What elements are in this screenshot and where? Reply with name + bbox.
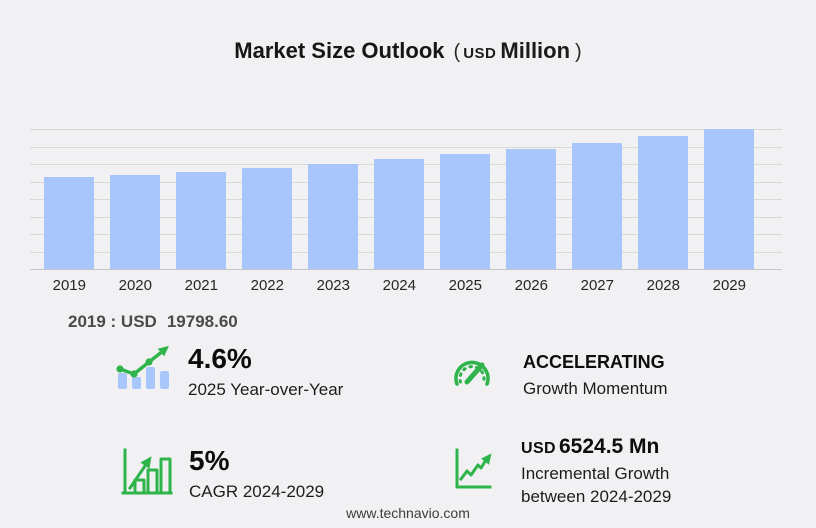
stat-incremental-currency: USD bbox=[521, 440, 556, 457]
trend-line-bars-icon bbox=[113, 344, 175, 397]
stat-text: 4.6% 2025 Year-over-Year bbox=[188, 343, 344, 401]
x-axis-label-2019: 2019 bbox=[52, 277, 86, 294]
website-url: www.technavio.com bbox=[346, 505, 470, 521]
bar-2025 bbox=[440, 154, 491, 269]
x-axis-label-2021: 2021 bbox=[184, 277, 218, 294]
bar-2029 bbox=[704, 129, 755, 269]
stat-text: 5% CAGR 2024-2029 bbox=[189, 445, 325, 503]
bar-2023 bbox=[308, 163, 359, 269]
stat-incremental-value: USD 6524.5 Mn bbox=[521, 434, 693, 459]
stat-yoy-growth: 4.6% 2025 Year-over-Year bbox=[113, 343, 344, 401]
stat-yoy-label: 2025 Year-over-Year bbox=[188, 379, 344, 399]
stat-cagr-label: CAGR 2024-2029 bbox=[189, 481, 325, 501]
stat-momentum-label: Growth Momentum bbox=[523, 378, 668, 398]
x-axis-label-2028: 2028 bbox=[646, 277, 680, 294]
stat-incremental-label: Incremental Growth between 2024-2029 bbox=[521, 464, 672, 506]
bar-2026 bbox=[506, 148, 557, 269]
stat-incremental-growth: USD 6524.5 Mn Incremental Growth between … bbox=[452, 434, 693, 508]
stat-momentum-value: ACCELERATING bbox=[523, 352, 665, 372]
labeled-value-amount: 19798.60 bbox=[166, 312, 238, 331]
stat-text: ACCELERATING Growth Momentum bbox=[523, 352, 668, 400]
labeled-value-2019: 2019 : USD 19798.60 bbox=[68, 312, 238, 332]
x-axis-label-2023: 2023 bbox=[316, 277, 350, 294]
gauge-icon bbox=[448, 352, 496, 395]
title-unit: Million bbox=[500, 38, 571, 63]
stat-incremental-amount: 6524.5 Mn bbox=[558, 435, 660, 458]
stat-yoy-value: 4.6% bbox=[188, 343, 252, 374]
gridline bbox=[30, 146, 782, 148]
x-axis-label-2027: 2027 bbox=[580, 277, 614, 294]
gridline bbox=[30, 129, 782, 130]
x-axis-label-2024: 2024 bbox=[382, 277, 416, 294]
page-title: Market Size Outlook (USD Million) bbox=[0, 38, 816, 64]
title-main: Market Size Outlook bbox=[234, 38, 445, 63]
bar-2021 bbox=[176, 171, 227, 269]
x-axis-label-2026: 2026 bbox=[514, 277, 548, 294]
bar-chart-growth-icon bbox=[118, 446, 176, 505]
stat-momentum: ACCELERATING Growth Momentum bbox=[448, 352, 668, 400]
x-axis-labels: 2019 2020 2021 2022 2023 2024 2025 2026 2027 2028… bbox=[30, 277, 782, 297]
stat-cagr: 5% CAGR 2024-2029 bbox=[118, 445, 325, 505]
bar-2019 bbox=[44, 177, 95, 269]
x-axis-label-2022: 2022 bbox=[250, 277, 284, 294]
axis-growth-arrow-icon bbox=[452, 447, 494, 496]
x-axis-label-2020: 2020 bbox=[118, 277, 152, 294]
x-axis-label-2029: 2029 bbox=[712, 277, 746, 294]
bar-chart-plot bbox=[30, 129, 782, 270]
bar-2027 bbox=[572, 142, 623, 269]
stat-text: USD 6524.5 Mn Incremental Growth between … bbox=[521, 434, 693, 508]
bar-2022 bbox=[242, 168, 293, 269]
title-unit-prefix: USD bbox=[463, 45, 497, 62]
bar-2024 bbox=[374, 159, 425, 269]
labeled-value-year: 2019 : USD bbox=[68, 312, 157, 331]
title-paren-close: ) bbox=[575, 41, 582, 63]
stat-cagr-value: 5% bbox=[189, 445, 230, 476]
bar-2020 bbox=[110, 174, 161, 269]
title-paren-open: ( bbox=[453, 41, 461, 63]
bar-2028 bbox=[638, 136, 689, 269]
x-axis-label-2025: 2025 bbox=[448, 277, 482, 294]
